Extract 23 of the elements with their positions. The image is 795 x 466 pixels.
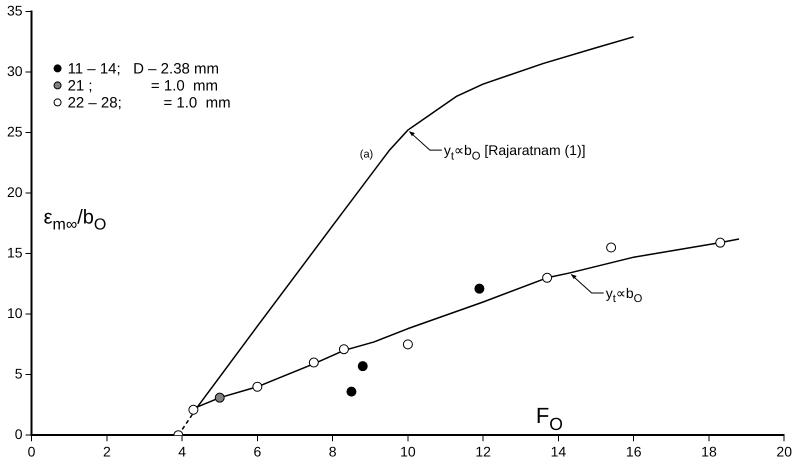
- x-tick-label: 0: [28, 443, 36, 460]
- x-tick-label: 18: [701, 443, 717, 460]
- x-tick-label: 14: [550, 443, 566, 460]
- y-tick-label: 0: [14, 426, 23, 442]
- legend-label: 22 – 28; = 1.0 mm: [68, 94, 231, 112]
- x-tick-label: 16: [626, 443, 642, 460]
- x-tick-label: 8: [328, 443, 337, 460]
- x-tick-label: 20: [776, 443, 792, 460]
- x-tick-label: 2: [102, 443, 111, 460]
- x-tick-label: 10: [400, 443, 416, 460]
- y-tick-label: 35: [6, 2, 23, 18]
- y-tick-label: 15: [6, 244, 23, 260]
- y-tick-label: 20: [6, 184, 23, 200]
- y-tick-label: 10: [6, 304, 23, 321]
- y-tick-label: 30: [6, 62, 23, 79]
- annotation: (a): [360, 148, 374, 160]
- legend-label: 11 – 14; D – 2.38 mm: [68, 60, 220, 78]
- x-tick-label: 4: [178, 443, 186, 460]
- x-tick-label: 6: [253, 443, 262, 460]
- y-tick-label: 25: [6, 123, 23, 140]
- legend-label: 21 ; = 1.0 mm: [68, 77, 218, 94]
- y-tick-label: 5: [14, 366, 23, 382]
- x-tick-label: 12: [475, 443, 492, 460]
